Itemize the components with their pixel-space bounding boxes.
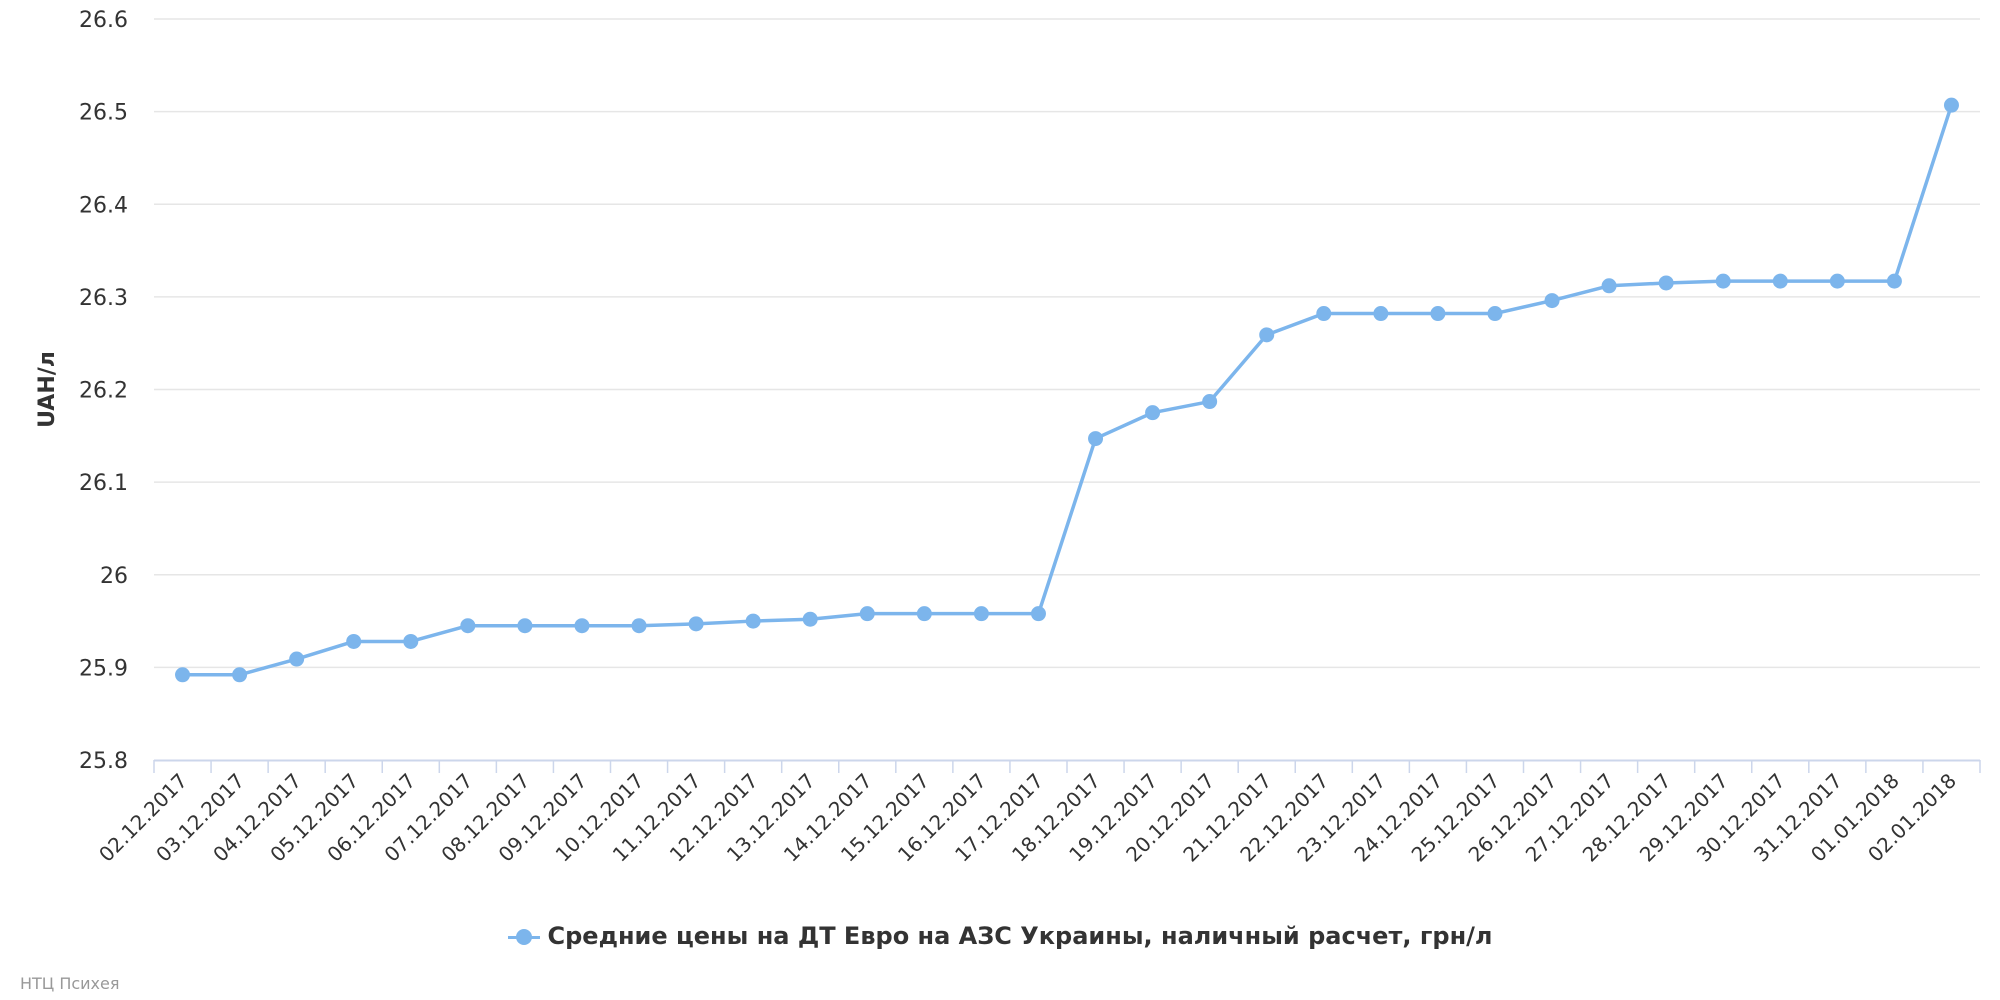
data-point	[460, 618, 476, 634]
y-tick-label: 26.6	[79, 8, 128, 33]
y-tick-label: 26.4	[79, 193, 128, 218]
data-point	[1544, 293, 1560, 309]
legend-label: Средние цены на ДТ Евро на АЗС Украины, …	[547, 922, 1493, 950]
data-point	[859, 606, 875, 622]
data-point	[973, 606, 989, 622]
data-point	[1373, 306, 1389, 322]
data-point	[1430, 306, 1446, 322]
y-tick-label: 26.5	[79, 101, 128, 126]
data-point	[517, 618, 533, 634]
y-tick-label: 26.3	[79, 286, 128, 311]
data-point	[1145, 405, 1161, 421]
data-point	[1202, 394, 1218, 410]
data-point	[1658, 275, 1674, 291]
data-point	[631, 618, 647, 634]
data-point	[1829, 273, 1845, 289]
data-point	[1886, 273, 1902, 289]
data-point	[1088, 431, 1104, 447]
y-tick-label: 25.8	[79, 749, 128, 774]
data-point	[745, 613, 761, 629]
data-point	[1316, 306, 1332, 322]
data-point	[1601, 278, 1617, 294]
data-point	[1772, 273, 1788, 289]
data-point	[175, 667, 191, 683]
data-point	[802, 611, 818, 627]
series-line	[182, 104, 1954, 677]
data-point	[1487, 306, 1503, 322]
credit-text: НТЦ Психея	[20, 974, 120, 993]
data-point	[574, 618, 590, 634]
data-point	[1715, 273, 1731, 289]
legend-marker-icon	[507, 928, 540, 946]
y-tick-label: 25.9	[79, 656, 128, 681]
data-point	[1259, 327, 1275, 343]
data-point	[688, 616, 704, 632]
data-point	[403, 633, 419, 649]
y-tick-label: 26.2	[79, 379, 128, 404]
y-tick-label: 26	[100, 564, 128, 589]
data-point	[916, 606, 932, 622]
y-tick-label: 26.1	[79, 471, 128, 496]
legend-item[interactable]: Средние цены на ДТ Евро на АЗС Украины, …	[0, 922, 2000, 950]
data-point	[1943, 97, 1959, 113]
data-point	[289, 651, 305, 667]
y-axis-title: UAH/л	[35, 351, 60, 428]
data-point	[346, 633, 362, 649]
data-point	[1030, 606, 1046, 622]
data-point	[232, 667, 248, 683]
